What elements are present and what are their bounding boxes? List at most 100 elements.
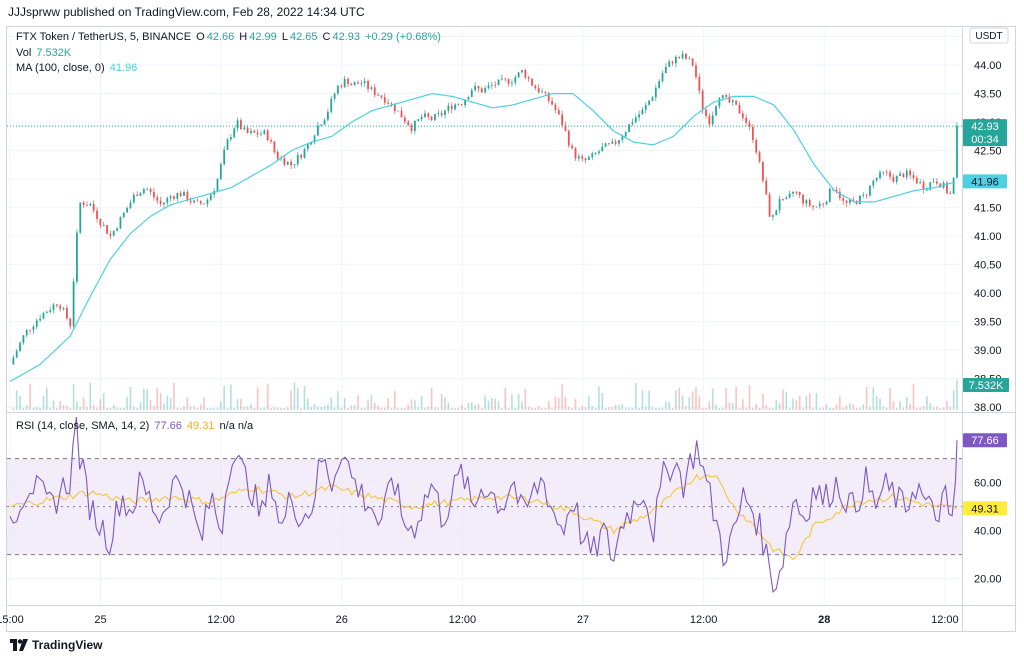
volume-bar xyxy=(812,407,814,410)
volume-bar xyxy=(266,383,269,410)
candle-body xyxy=(22,335,25,343)
candle-body xyxy=(751,126,754,141)
price-axis-ticks[interactable]: 38.0038.5039.0039.5040.0040.5041.0041.50… xyxy=(974,32,1002,415)
candle-body xyxy=(895,175,898,182)
ma-price-badge: 41.96 xyxy=(963,174,1007,189)
candle-body xyxy=(367,80,369,90)
volume-bar xyxy=(708,401,711,410)
volume-bar xyxy=(286,407,289,410)
volume-bar xyxy=(119,408,122,410)
candle-body xyxy=(92,204,95,211)
candle-body xyxy=(216,179,219,192)
volume-bar xyxy=(92,405,95,410)
candle-body xyxy=(497,79,500,86)
candle-body xyxy=(638,114,640,118)
volume-bar xyxy=(377,405,379,410)
volume-bar xyxy=(199,404,202,410)
candle-body xyxy=(400,110,403,118)
volume-bar xyxy=(333,407,336,410)
volume-bar xyxy=(400,407,403,410)
candle-body xyxy=(561,114,564,126)
volume-bar xyxy=(785,391,788,410)
volume-bar xyxy=(300,407,302,410)
candle-body xyxy=(651,97,654,101)
bar-countdown: 00:34 xyxy=(971,134,999,146)
candle-body xyxy=(581,156,584,159)
rsi-tick-label: 20.00 xyxy=(974,574,1002,586)
candle-body xyxy=(725,95,727,97)
volume-bar xyxy=(139,402,142,410)
volume-bar xyxy=(537,406,540,410)
volume-bar xyxy=(323,406,326,410)
candle-body xyxy=(946,182,948,194)
volume-bar xyxy=(310,407,312,410)
candle-body xyxy=(577,156,580,159)
candle-body xyxy=(805,199,808,204)
candle-body xyxy=(86,205,88,206)
candle-body xyxy=(112,230,115,236)
volume-bar xyxy=(765,405,768,410)
time-tick-label: 25 xyxy=(94,614,106,626)
candle-body xyxy=(437,113,440,115)
candle-body xyxy=(728,96,731,103)
close-value: 42.93 xyxy=(332,31,361,43)
candle-body xyxy=(594,153,597,154)
volume-bar xyxy=(122,407,125,410)
candle-body xyxy=(420,116,423,120)
volume-bar xyxy=(504,387,507,410)
volume-bar xyxy=(825,404,828,410)
volume-bar xyxy=(899,401,901,410)
rsi-legend[interactable]: RSI (14, close, SMA, 14, 2) 77.66 49.31 … xyxy=(16,420,255,432)
volume-bar xyxy=(186,397,189,410)
volume-bar xyxy=(655,408,657,410)
ma-legend[interactable]: MA (100, close, 0) 41.96 xyxy=(16,62,139,74)
volume-bar xyxy=(46,387,48,410)
candle-body xyxy=(313,135,316,143)
candle-body xyxy=(229,137,232,140)
symbol-title[interactable]: FTX Token / TetherUS, 5, BINANCE xyxy=(16,31,192,43)
tradingview-footer[interactable]: TradingView xyxy=(10,638,102,652)
ma-label: MA (100, close, 0) xyxy=(16,62,105,74)
volume-bar xyxy=(735,386,737,410)
volume-bar xyxy=(815,393,818,410)
rsi-axis-ticks[interactable]: 20.00 40.00 60.00 xyxy=(974,478,1002,586)
rsi-tick-label: 40.00 xyxy=(974,526,1002,538)
symbol-legend[interactable]: FTX Token / TetherUS, 5, BINANCE O 42.66 … xyxy=(16,31,443,43)
volume-bar xyxy=(407,404,410,410)
volume-legend[interactable]: Vol 7.532K xyxy=(16,47,73,59)
candle-body xyxy=(35,320,38,327)
volume-bar xyxy=(347,407,349,410)
candle-body xyxy=(905,170,908,178)
volume-bar xyxy=(671,407,674,410)
volume-bar xyxy=(604,407,607,410)
currency-badge[interactable]: USDT xyxy=(969,27,1009,44)
volume-bar xyxy=(678,387,681,410)
volume-bar xyxy=(357,395,359,410)
candle-body xyxy=(932,181,935,183)
volume-bar xyxy=(213,407,215,410)
time-tick-label: 12:00 xyxy=(690,614,718,626)
candle-body xyxy=(480,88,483,93)
candle-body xyxy=(721,95,724,99)
volume-bar xyxy=(59,400,62,410)
volume-bar xyxy=(772,407,774,410)
candle-body xyxy=(828,188,831,202)
candle-body xyxy=(59,305,62,309)
candle-body xyxy=(363,80,366,83)
candle-body xyxy=(695,65,697,78)
volume-bar xyxy=(554,396,557,410)
time-axis-ticks[interactable]: 15:00 25 12:00 26 12:00 27 12:00 28 12:00 xyxy=(0,614,959,626)
volume-bar xyxy=(862,404,865,410)
volume-bar xyxy=(802,407,804,410)
volume-bar xyxy=(337,391,339,410)
candle-body xyxy=(812,205,814,207)
candle-body xyxy=(915,177,918,184)
candle-body xyxy=(718,98,721,107)
price-tick-label: 43.50 xyxy=(974,89,1002,101)
candle-body xyxy=(514,77,517,83)
candle-body xyxy=(149,189,152,192)
candle-body xyxy=(273,141,276,152)
volume-bar xyxy=(109,407,112,410)
candle-body xyxy=(688,58,691,60)
